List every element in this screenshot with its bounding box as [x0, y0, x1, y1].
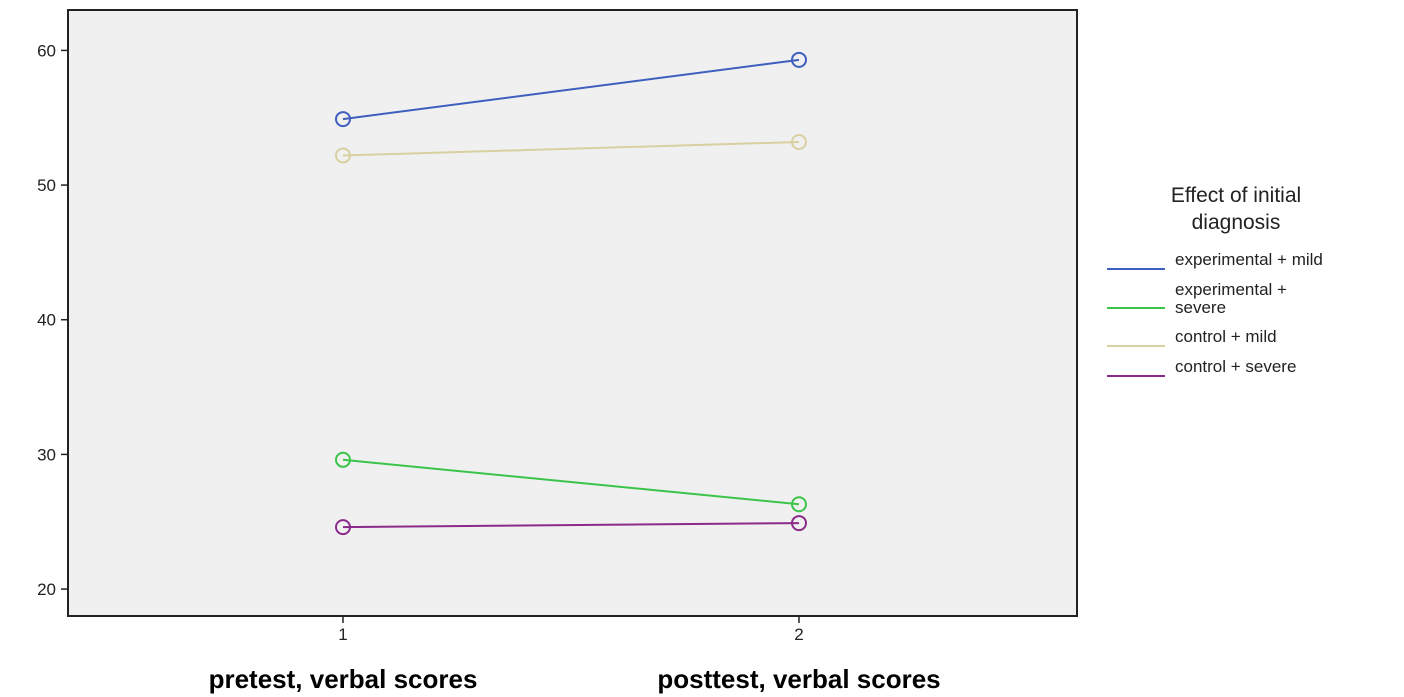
y-tick-label: 40 — [37, 311, 56, 330]
series-1 — [335, 451, 807, 513]
legend-label: experimental + — [1175, 280, 1287, 299]
data-point-marker — [335, 519, 351, 536]
legend-title: Effect of initial — [1171, 184, 1301, 207]
legend-label: experimental + mild — [1175, 250, 1323, 269]
series-3 — [335, 515, 807, 536]
legend-title: diagnosis — [1192, 211, 1281, 234]
series-0 — [335, 51, 807, 128]
legend: Effect of initial diagnosis experimental +… — [1107, 184, 1323, 377]
x-category-label: pretest, verbal scores — [209, 664, 478, 694]
series-line — [342, 522, 800, 529]
series-2 — [335, 133, 807, 164]
legend-label: severe — [1175, 298, 1226, 317]
data-point-marker — [335, 111, 351, 128]
y-tick-label: 60 — [37, 41, 56, 60]
legend-label: control + severe — [1175, 357, 1296, 376]
y-tick-label: 30 — [37, 445, 56, 464]
y-tick-label: 50 — [37, 176, 56, 195]
y-axis: 20 30 40 50 60 — [37, 41, 68, 599]
plot-area — [67, 9, 1078, 617]
data-point-marker — [335, 147, 351, 164]
legend-label: control + mild — [1175, 327, 1277, 346]
x-tick-label: 1 — [338, 625, 347, 644]
data-point-marker — [791, 133, 807, 150]
x-axis: 1 pretest, verbal scores 2 posttest, verbal… — [209, 616, 941, 694]
series-line — [342, 458, 800, 506]
series-layer — [335, 51, 807, 536]
series-line — [342, 140, 800, 157]
series-line — [342, 58, 800, 121]
y-tick-label: 20 — [37, 580, 56, 599]
x-category-label: posttest, verbal scores — [657, 664, 940, 694]
x-tick-label: 2 — [794, 625, 803, 644]
data-point-marker — [791, 51, 807, 68]
data-point-marker — [791, 496, 807, 513]
data-point-marker — [791, 515, 807, 532]
data-point-marker — [335, 451, 351, 468]
